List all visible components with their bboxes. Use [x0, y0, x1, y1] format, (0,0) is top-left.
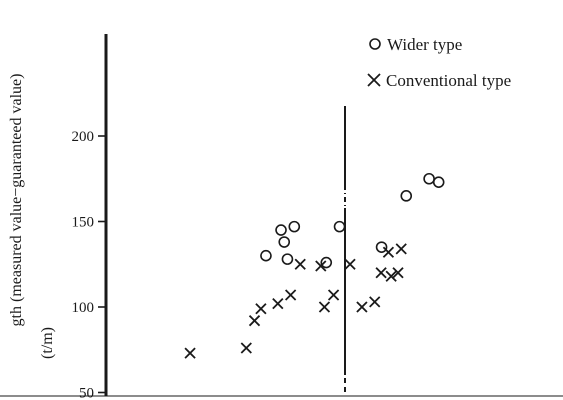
conventional-type-point-18: [184, 347, 196, 359]
wider-type-point-8: [375, 241, 388, 253]
y-tick-label-50: 50: [79, 386, 94, 400]
y-tick-label-150: 150: [72, 215, 95, 231]
wider-type-point-3: [278, 236, 291, 248]
conventional-type-point-4: [272, 297, 284, 310]
wider-type-point-10: [423, 172, 435, 185]
data-points: [184, 172, 445, 359]
y-tick-label-200: 200: [72, 129, 95, 145]
conventional-type-point-11: [356, 301, 368, 313]
wider-type-point-2: [275, 224, 287, 236]
wider-type-point-6: [320, 256, 333, 269]
conventional-type-point-7: [315, 260, 327, 272]
conventional-type-point-12: [369, 296, 381, 308]
conventional-type-point-10: [344, 258, 356, 270]
conventional-type-point-1: [240, 342, 252, 354]
legend-cross-marker: [367, 73, 381, 87]
legend: Wider type Conventional type: [367, 35, 511, 90]
conventional-type-point-3: [255, 303, 267, 315]
wider-type-point-9: [400, 190, 413, 202]
conventional-type-point-16: [392, 267, 404, 279]
y-axis-unit: (t/m): [39, 327, 56, 359]
y-axis-ticks: 50 100 150 200: [72, 129, 106, 400]
conventional-type-point-17: [395, 243, 407, 255]
conventional-type-point-5: [284, 289, 297, 301]
wider-type-point-7: [333, 220, 346, 233]
wider-type-point-4: [281, 253, 294, 265]
y-tick-label-100: 100: [72, 300, 95, 316]
wider-type-point-1: [260, 249, 272, 262]
conventional-type-point-8: [318, 301, 331, 313]
legend-circle-marker: [369, 38, 381, 50]
conventional-type-point-13: [375, 267, 387, 279]
conventional-type-point-2: [248, 315, 261, 327]
legend-label-conventional: Conventional type: [386, 71, 511, 90]
conventional-type-point-15: [385, 270, 397, 282]
y-axis-title: gth (measured value−guaranteed value): [8, 74, 25, 327]
legend-label-wider: Wider type: [387, 35, 462, 54]
conventional-type-point-6: [294, 258, 306, 270]
conventional-type-point-9: [327, 289, 340, 301]
conventional-type-point-14: [382, 246, 395, 258]
wider-type-point-5: [288, 220, 301, 233]
wider-type-point-11: [432, 176, 445, 188]
